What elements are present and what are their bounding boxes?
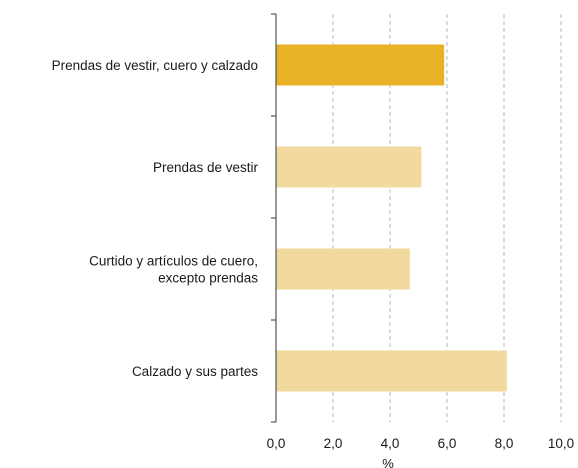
x-tick-label: 0,0 bbox=[267, 436, 286, 451]
x-tick-label: 10,0 bbox=[548, 436, 574, 451]
x-tick-label: 6,0 bbox=[438, 436, 457, 451]
bars bbox=[276, 44, 507, 392]
category-label: Calzado y sus partes bbox=[132, 364, 258, 379]
x-axis-title: % bbox=[382, 456, 394, 468]
category-label: Curtido y artículos de cuero, bbox=[89, 254, 258, 269]
category-label: Prendas de vestir bbox=[153, 160, 259, 175]
x-tick-labels: 0,0 2,0 4,0 6,0 8,0 10,0 bbox=[267, 436, 575, 451]
x-tick-label: 4,0 bbox=[381, 436, 400, 451]
bar bbox=[276, 248, 410, 290]
x-tick-label: 8,0 bbox=[495, 436, 514, 451]
category-label: excepto prendas bbox=[158, 271, 258, 286]
category-label: Prendas de vestir, cuero y calzado bbox=[52, 58, 258, 73]
category-labels: Prendas de vestir, cuero y calzado Prenda… bbox=[52, 58, 259, 379]
x-tick-label: 2,0 bbox=[324, 436, 343, 451]
axes bbox=[271, 13, 277, 423]
bar bbox=[276, 350, 507, 392]
bar bbox=[276, 146, 422, 188]
bar bbox=[276, 44, 445, 86]
